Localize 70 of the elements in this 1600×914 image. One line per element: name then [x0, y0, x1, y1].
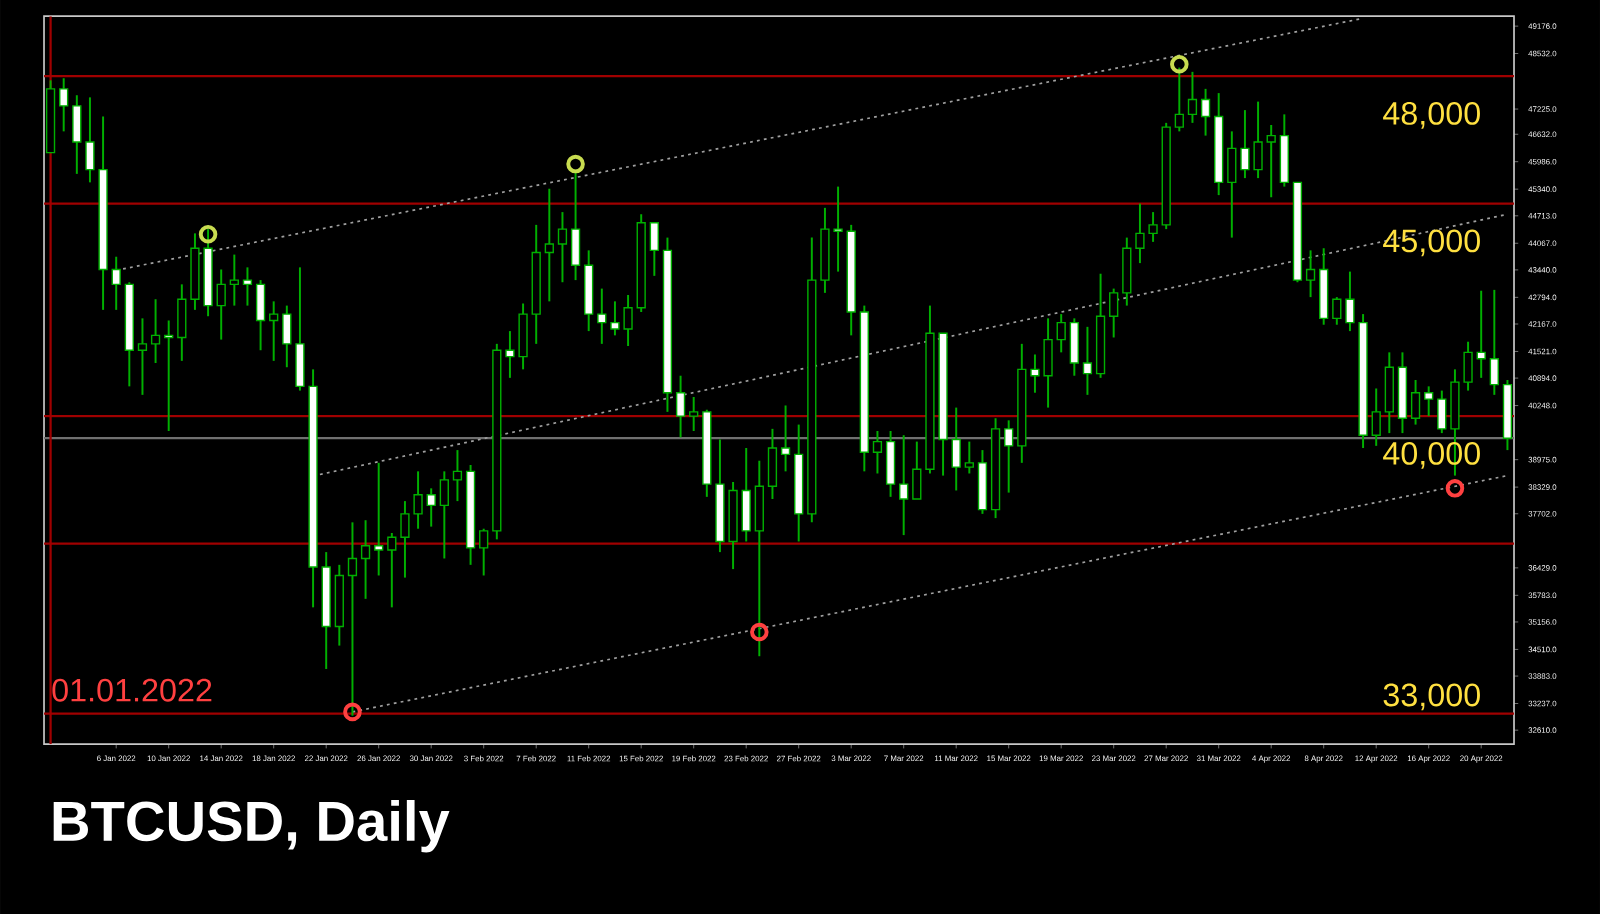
- candlestick: [269, 300, 279, 362]
- ref-line-label: 45,000: [1383, 229, 1480, 257]
- candlestick: [1200, 87, 1211, 137]
- candlestick: [1069, 317, 1079, 377]
- candlestick: [689, 395, 699, 432]
- candlestick: [1174, 66, 1184, 133]
- candlestick: [1122, 236, 1132, 307]
- candlestick: [1004, 419, 1014, 494]
- ref-line-label: 48,000: [1383, 101, 1480, 129]
- point: [566, 154, 585, 174]
- candlestick: [229, 253, 239, 307]
- candlestick: [570, 168, 581, 281]
- candlestick: [754, 459, 764, 658]
- candlestick: [347, 521, 358, 717]
- candlestick: [977, 449, 988, 515]
- candlestick: [242, 266, 253, 307]
- point: [198, 224, 218, 244]
- candlestick: [872, 429, 883, 475]
- candlestick: [387, 531, 397, 609]
- candlestick: [767, 427, 778, 500]
- candlestick: [150, 298, 161, 364]
- candlestick: [282, 304, 292, 369]
- candlestick: [255, 279, 266, 352]
- candlestick: [1305, 249, 1316, 298]
- annotation: 01.01.2022: [52, 678, 212, 702]
- candlestick: [177, 283, 187, 362]
- candlestick: [597, 287, 607, 345]
- candlestick: [360, 519, 371, 600]
- point: [343, 702, 362, 722]
- candlestick: [1371, 387, 1381, 447]
- candlestick: [675, 374, 686, 439]
- candlestick: [964, 440, 974, 475]
- candlestick: [439, 470, 449, 560]
- point: [1445, 478, 1465, 498]
- candlestick: [1476, 289, 1486, 379]
- candlestick: [1187, 70, 1198, 124]
- candlestick: [544, 187, 554, 303]
- candlestick: [72, 94, 82, 175]
- ref-line-label: 33,000: [1383, 683, 1480, 711]
- point: [750, 622, 769, 642]
- candlestick: [1109, 287, 1119, 339]
- candlestick: [1266, 123, 1276, 199]
- candlestick: [452, 449, 463, 502]
- candlestick: [1437, 389, 1447, 434]
- candlestick: [951, 406, 961, 492]
- candlestick: [1424, 385, 1434, 417]
- text: BTCUSD, Daily: [53, 799, 450, 853]
- candlestick: [899, 434, 909, 536]
- candlestick: [912, 440, 922, 500]
- candlestick: [780, 404, 791, 473]
- candlestick: [1082, 325, 1093, 396]
- candlestick: [885, 429, 896, 498]
- candlestick: [1489, 288, 1499, 396]
- candlestick: [137, 317, 148, 396]
- candlestick: [741, 446, 751, 543]
- candlestick: [479, 527, 489, 577]
- point: [1170, 54, 1189, 74]
- candlestick: [1227, 130, 1237, 239]
- candlestick: [1332, 296, 1342, 326]
- candlestick: [1056, 313, 1066, 354]
- candlestick: [59, 77, 69, 133]
- candlestick: [426, 487, 436, 528]
- candlestick: [111, 255, 121, 311]
- candlestick: [1384, 351, 1394, 434]
- candlestick: [1410, 378, 1421, 426]
- candlestick: [649, 221, 659, 277]
- candlestick: [1279, 113, 1289, 188]
- candlestick: [374, 461, 384, 577]
- candlestick: [557, 211, 568, 284]
- candlestick: [216, 268, 226, 341]
